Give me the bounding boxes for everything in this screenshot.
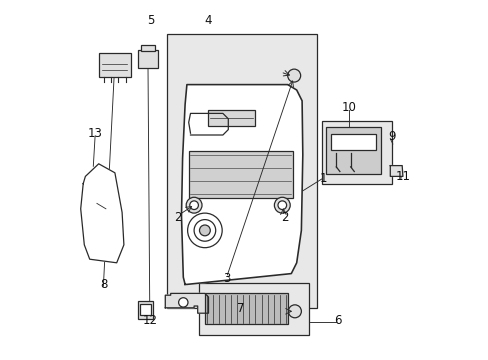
Bar [138,50,158,68]
Bar [140,304,151,315]
Polygon shape [81,164,123,263]
Text: 11: 11 [395,170,409,183]
Bar [99,53,131,77]
Text: 12: 12 [142,314,157,327]
Bar [321,121,391,184]
Bar [141,45,155,51]
Circle shape [199,225,210,236]
Circle shape [187,213,222,248]
Text: 8: 8 [100,278,107,291]
Text: 4: 4 [204,14,212,27]
Circle shape [287,69,300,82]
Text: 9: 9 [387,130,395,143]
Bar [325,127,381,174]
Circle shape [194,220,215,241]
Bar [167,34,316,308]
Bar [199,283,309,335]
Bar [138,301,153,319]
Circle shape [277,201,286,210]
Circle shape [189,201,198,210]
Polygon shape [389,166,402,176]
Polygon shape [181,85,302,284]
Bar [204,293,287,324]
Bar [188,151,292,198]
Circle shape [288,305,301,318]
Bar [330,134,375,150]
Text: 1: 1 [319,172,327,185]
Text: 3: 3 [223,273,230,285]
Text: 2: 2 [281,211,288,224]
Bar [208,110,255,126]
Circle shape [274,197,289,213]
Text: 6: 6 [334,314,341,327]
Polygon shape [165,293,208,313]
Text: 10: 10 [341,101,356,114]
Text: 2: 2 [174,211,181,224]
Circle shape [178,298,187,307]
Text: 13: 13 [87,127,102,140]
Circle shape [186,197,202,213]
Text: 7: 7 [237,302,244,315]
Text: 5: 5 [147,14,154,27]
